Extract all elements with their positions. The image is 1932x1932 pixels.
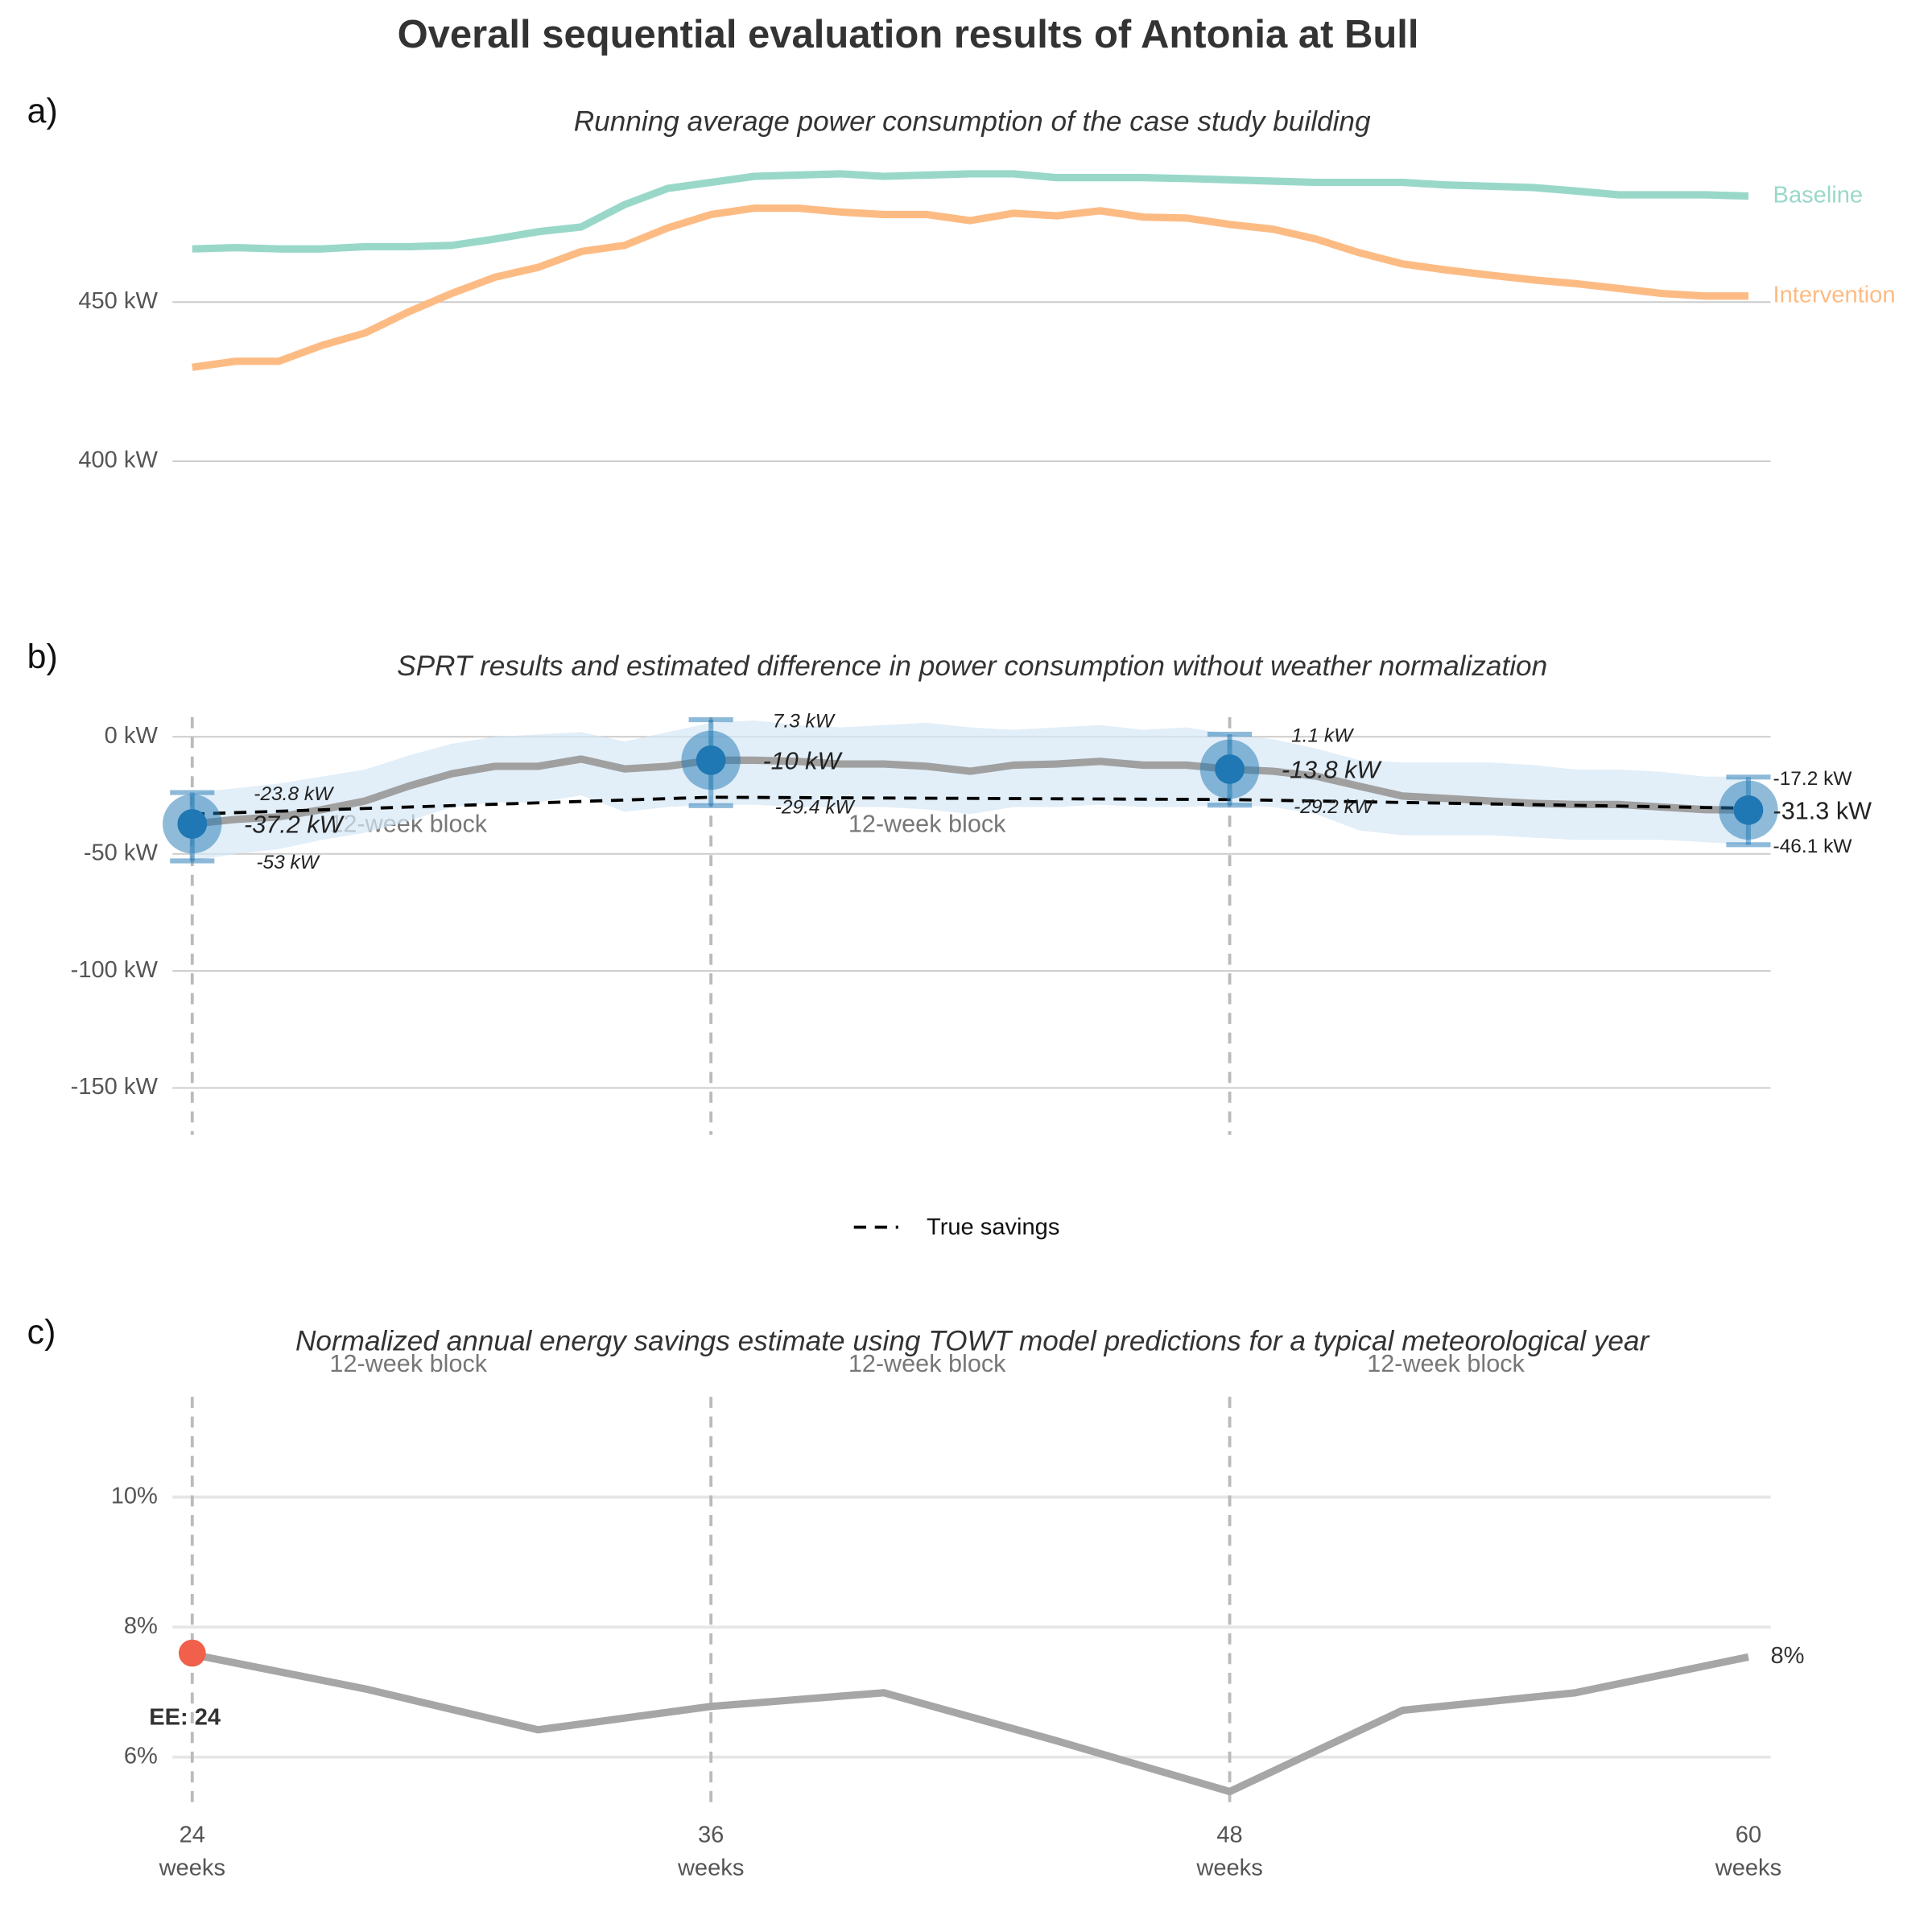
highlight-label: EE: 24 <box>149 1704 221 1730</box>
panel-subtitle: SPRT results and estimated difference in… <box>397 650 1547 682</box>
series-label: Baseline <box>1773 182 1864 208</box>
x-unit-label: weeks <box>677 1856 744 1881</box>
panel-subtitle: Normalized annual energy savings estimat… <box>295 1326 1650 1357</box>
series-label: Intervention <box>1773 282 1896 308</box>
block-label: 12-week block <box>329 1350 487 1377</box>
y-tick-label: 0 kW <box>105 723 159 749</box>
sprt-value-label: -37.2 kW <box>244 811 345 839</box>
sprt-point <box>177 809 208 839</box>
y-tick-label: 8% <box>124 1613 158 1639</box>
y-tick-label: 450 kW <box>78 288 158 314</box>
panel-subtitle: Running average power consumption of the… <box>574 105 1371 137</box>
x-unit-label: weeks <box>1195 1856 1262 1881</box>
chart-title: Overall sequential evaluation results of… <box>398 13 1419 56</box>
x-tick-label: 24 <box>180 1822 205 1847</box>
sprt-upper-label: 1.1 kW <box>1291 725 1355 747</box>
panel-label: a) <box>27 92 58 130</box>
sprt-upper-label: 7.3 kW <box>773 711 836 733</box>
sprt-value-label: -13.8 kW <box>1282 757 1383 784</box>
y-tick-label: -100 kW <box>71 957 159 983</box>
x-tick-label: 60 <box>1736 1822 1761 1847</box>
y-tick-label: -150 kW <box>71 1074 159 1100</box>
confidence-band <box>192 720 1748 861</box>
x-tick-label: 36 <box>698 1822 724 1847</box>
line-series <box>192 170 1749 253</box>
x-unit-label: weeks <box>159 1856 225 1881</box>
sprt-lower-label: -53 kW <box>256 852 320 873</box>
line-series <box>192 204 1748 371</box>
estimate-line <box>192 755 1748 828</box>
sprt-upper-label: -17.2 kW <box>1773 768 1853 790</box>
y-tick-label: 10% <box>111 1483 158 1509</box>
x-tick-label: 48 <box>1216 1822 1242 1847</box>
sprt-point <box>696 745 726 775</box>
y-tick-label: 6% <box>124 1743 158 1769</box>
panel-label: b) <box>27 638 58 676</box>
sprt-lower-label: -46.1 kW <box>1773 836 1853 857</box>
y-tick-label: -50 kW <box>84 840 159 865</box>
panel-label: c) <box>27 1313 56 1352</box>
line-series <box>191 1650 1749 1796</box>
block-label: 12-week block <box>1367 1350 1525 1377</box>
sprt-upper-label: -23.8 kW <box>254 783 335 805</box>
sprt-value-label: -31.3 kW <box>1773 797 1872 824</box>
block-label: 12-week block <box>848 1350 1006 1377</box>
y-tick-label: 400 kW <box>78 448 158 473</box>
sprt-lower-label: -29.4 kW <box>775 796 857 818</box>
x-unit-label: weeks <box>1715 1856 1781 1881</box>
end-label: 8% <box>1770 1643 1804 1669</box>
sprt-lower-label: -29.2 kW <box>1294 796 1375 818</box>
highlight-point <box>178 1639 206 1667</box>
sprt-point <box>1733 795 1764 825</box>
legend-label: True savings <box>927 1215 1059 1241</box>
block-label: 12-week block <box>848 811 1006 838</box>
sprt-point <box>1215 754 1245 784</box>
true-savings-line <box>192 795 1748 816</box>
sprt-value-label: -10 kW <box>762 748 843 775</box>
